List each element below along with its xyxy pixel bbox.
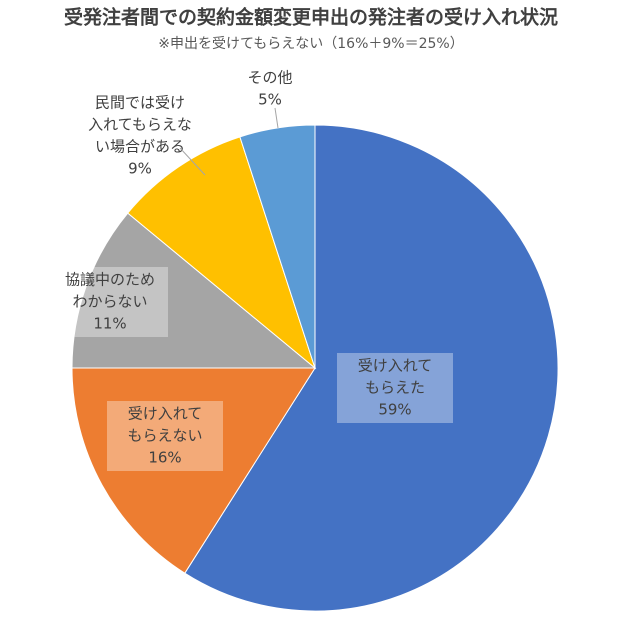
label-box	[107, 401, 223, 471]
value-label: 11%	[93, 315, 126, 333]
value-label: 9%	[128, 160, 152, 178]
slice-label: もらえない	[127, 427, 202, 445]
pie-slice	[239, 124, 316, 369]
slice-label: 入れてもらえな	[88, 116, 192, 134]
value-label: 5%	[258, 91, 282, 109]
slice-label: その他	[247, 69, 292, 87]
leader-line	[274, 107, 279, 129]
slice-label: 協議中のため	[65, 271, 155, 289]
value-label: 16%	[148, 449, 181, 467]
pie-slice	[71, 212, 317, 369]
chart-title: 受発注者間での契約金額変更申出の発注者の受け入れ状況	[64, 6, 558, 29]
value-label: 59%	[378, 401, 411, 419]
slice-label: もらえた	[365, 379, 425, 397]
leader-line	[179, 147, 206, 176]
label-box	[337, 353, 453, 423]
slice-label: わからない	[72, 293, 147, 311]
pie-slice	[127, 136, 317, 370]
pie-slice	[71, 367, 316, 574]
slice-label: 受け入れて	[128, 405, 203, 423]
slice-label: 受け入れて	[358, 357, 433, 375]
slice-label: い場合がある	[95, 138, 185, 156]
slice-label: 民間では受け	[95, 94, 185, 112]
chart-subtitle: ※申出を受けてもらえない（16%＋9%＝25%）	[158, 36, 463, 52]
pie-slice	[184, 124, 559, 612]
label-box	[52, 267, 168, 337]
